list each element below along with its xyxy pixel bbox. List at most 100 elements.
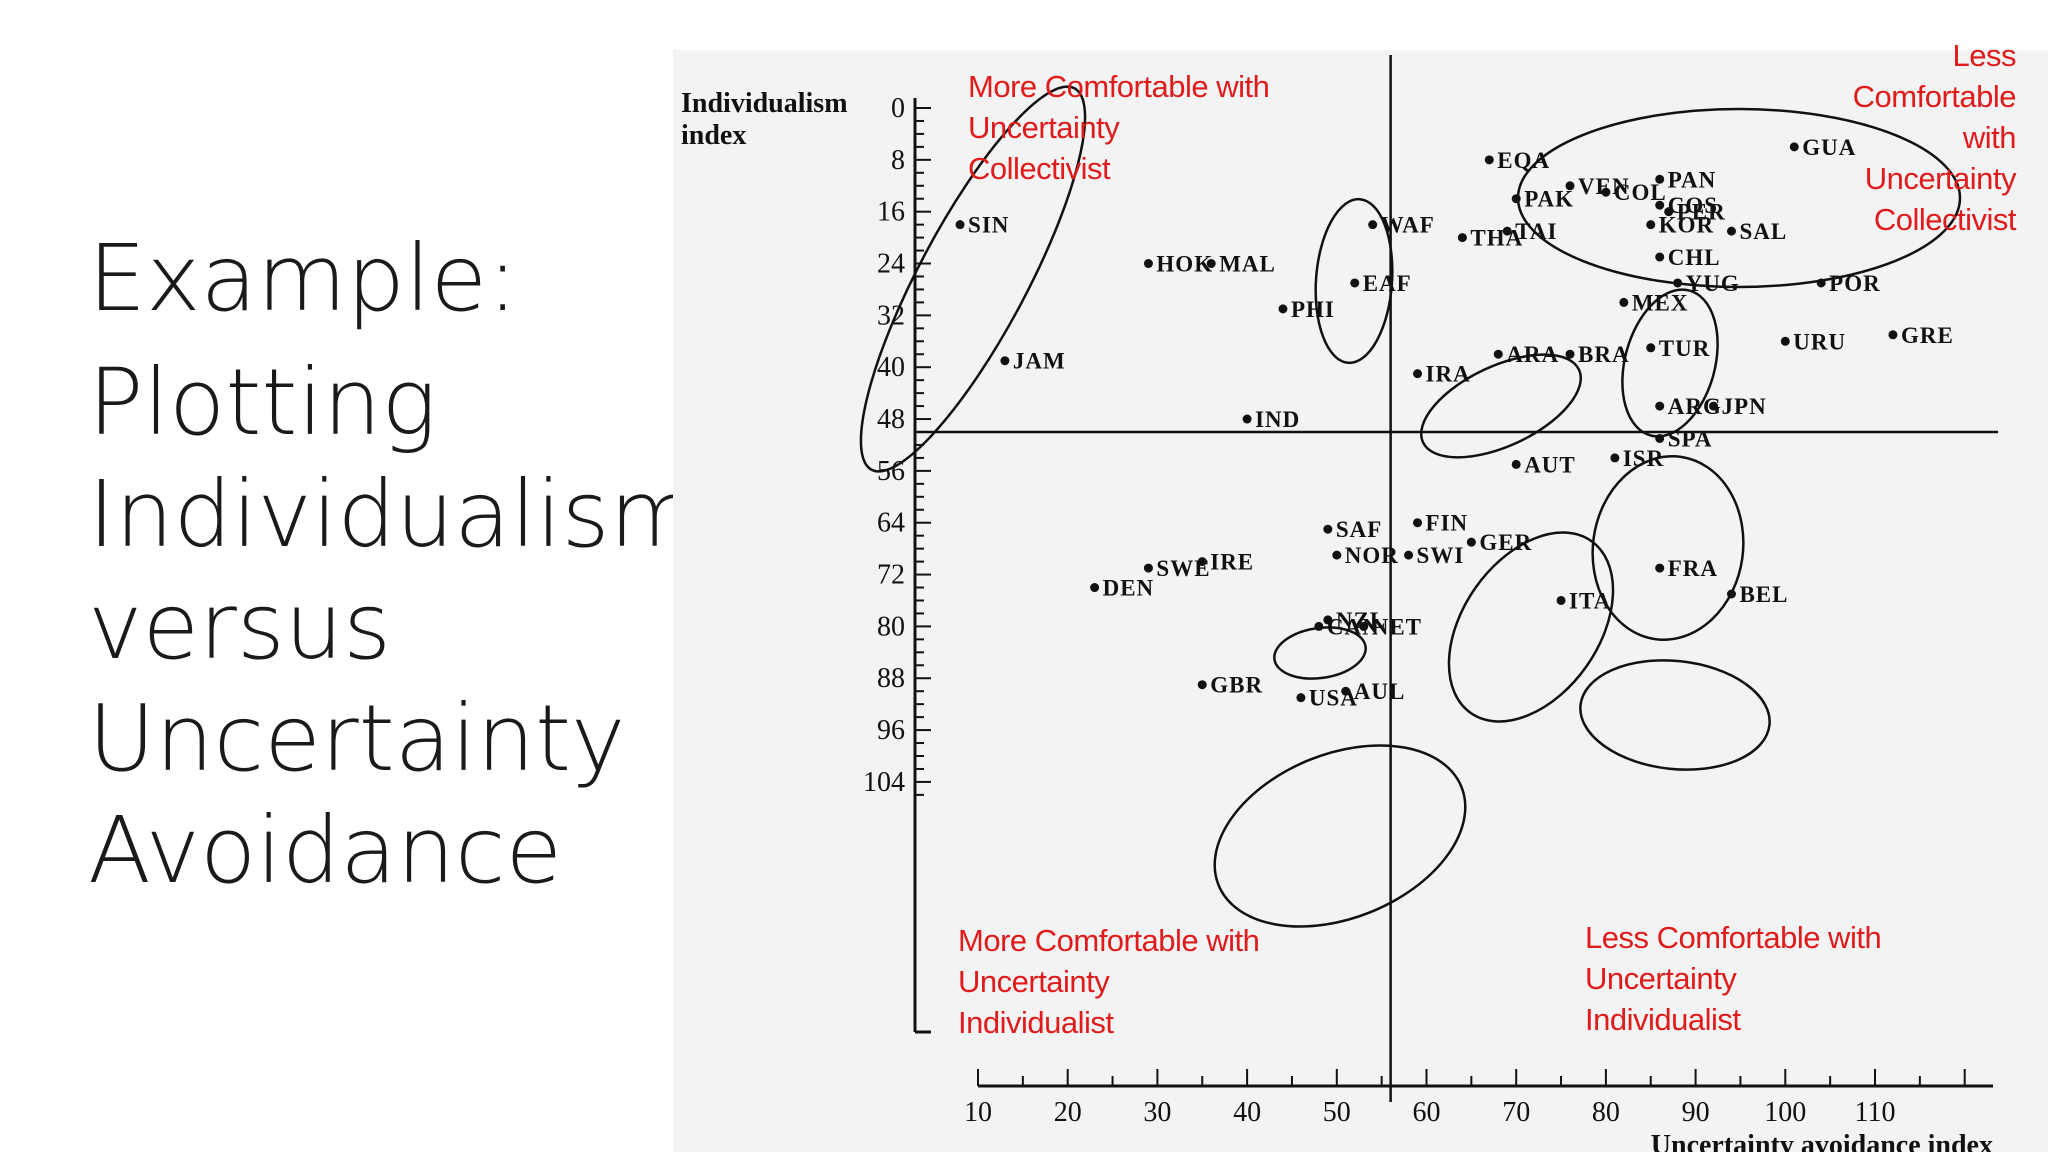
point-label-waf: WAF: [1381, 213, 1435, 238]
x-tick-label: 60: [1413, 1097, 1441, 1128]
y-tick-label: 8: [891, 145, 905, 176]
point-mex: [1619, 297, 1629, 307]
point-den: [1090, 583, 1100, 593]
point-gua: [1789, 142, 1799, 152]
point-isr: [1610, 453, 1620, 463]
y-axis-title-line-2: index: [681, 120, 746, 151]
point-yug: [1673, 278, 1683, 288]
point-label-ira: IRA: [1426, 362, 1471, 387]
point-mal: [1206, 259, 1216, 269]
y-tick-label: 24: [877, 249, 905, 280]
point-ara: [1493, 349, 1503, 359]
y-tick-label: 80: [877, 611, 905, 642]
point-label-saf: SAF: [1336, 517, 1382, 542]
point-bel: [1726, 589, 1736, 599]
point-gbr: [1197, 680, 1207, 690]
point-label-gre: GRE: [1901, 323, 1954, 348]
point-swi: [1404, 550, 1414, 560]
cluster-africa: [1314, 197, 1394, 365]
point-tha: [1457, 233, 1467, 243]
point-label-spa: SPA: [1668, 426, 1713, 451]
point-label-bel: BEL: [1739, 582, 1788, 607]
point-tai: [1502, 226, 1512, 236]
point-label-fra: FRA: [1668, 556, 1718, 581]
point-ira: [1413, 369, 1423, 379]
annotation-bottom-left: More Comfortable with Uncertainty Indivi…: [958, 923, 1260, 1040]
y-tick-label: 64: [877, 508, 905, 539]
x-tick-label: 40: [1233, 1097, 1261, 1128]
point-label-sal: SAL: [1739, 219, 1787, 244]
point-label-sin: SIN: [968, 213, 1009, 238]
point-label-tur: TUR: [1659, 336, 1711, 361]
point-label-per: PER: [1677, 200, 1726, 225]
title-rest: Plotting Individualism versus Uncertaint…: [88, 349, 700, 904]
point-label-tai: TAI: [1515, 219, 1557, 244]
point-eqa: [1484, 155, 1494, 165]
y-axis-title: Individualism: [681, 88, 848, 119]
cluster-yug-tur: [1621, 288, 1719, 438]
x-tick-label: 80: [1592, 1097, 1620, 1128]
point-label-jpn: JPN: [1722, 394, 1767, 419]
point-label-swi: SWI: [1417, 543, 1465, 568]
point-por: [1816, 278, 1826, 288]
x-tick-label: 10: [964, 1097, 992, 1128]
point-label-kor: KOR: [1659, 213, 1714, 238]
point-swe: [1143, 563, 1153, 573]
point-hok: [1143, 259, 1153, 269]
point-label-mex: MEX: [1632, 290, 1689, 315]
point-label-ita: ITA: [1569, 588, 1611, 613]
point-label-chl: CHL: [1668, 245, 1721, 270]
point-label-mal: MAL: [1219, 252, 1276, 277]
x-tick-label: 70: [1502, 1097, 1530, 1128]
point-label-den: DEN: [1103, 576, 1155, 601]
point-eaf: [1350, 278, 1360, 288]
point-sin: [955, 220, 965, 230]
point-kor: [1646, 220, 1656, 230]
point-aut: [1511, 459, 1521, 469]
point-label-phi: PHI: [1291, 297, 1335, 322]
point-jam: [1000, 356, 1010, 366]
y-tick-label: 88: [877, 663, 905, 694]
x-tick-label: 90: [1682, 1097, 1710, 1128]
point-net: [1359, 621, 1369, 631]
point-ind: [1242, 414, 1252, 424]
point-label-cos: COS: [1668, 193, 1718, 218]
slide-title: Example: Plotting Individualism versus U…: [88, 215, 700, 907]
annotation-bottom-right: Less Comfortable with Uncertainty Indivi…: [1585, 920, 1882, 1037]
point-label-por: POR: [1829, 271, 1881, 296]
point-label-tha: THA: [1470, 226, 1523, 251]
point-label-gbr: GBR: [1210, 673, 1263, 698]
y-tick-label: 16: [877, 197, 905, 228]
point-label-eqa: EQA: [1497, 148, 1550, 173]
point-saf: [1323, 524, 1333, 534]
point-label-eaf: EAF: [1363, 271, 1412, 296]
cluster-latin-europe: [1591, 455, 1745, 641]
x-tick-label: 50: [1323, 1097, 1351, 1128]
cluster-asia: [859, 85, 1087, 473]
x-tick-label: 110: [1855, 1097, 1896, 1128]
point-label-bra: BRA: [1578, 342, 1630, 367]
point-label-nzl: NZL: [1336, 608, 1386, 633]
point-label-fin: FIN: [1426, 511, 1469, 536]
point-usa: [1296, 693, 1306, 703]
x-axis-title: Uncertainty avoidance index: [1651, 1130, 1993, 1152]
point-fra: [1655, 563, 1665, 573]
point-label-aut: AUT: [1524, 452, 1576, 477]
annotation-top-left: More Comfortable with Uncertainty Collec…: [968, 69, 1270, 186]
point-nor: [1332, 550, 1342, 560]
point-ven: [1565, 181, 1575, 191]
y-tick-label: 40: [877, 352, 905, 383]
point-label-yug: YUG: [1686, 271, 1740, 296]
point-col: [1601, 187, 1611, 197]
point-gre: [1888, 330, 1898, 340]
point-label-col: COL: [1614, 180, 1667, 205]
title-line-1: Example:: [88, 225, 519, 332]
point-ire: [1197, 557, 1207, 567]
y-tick-label: 48: [877, 404, 905, 435]
point-cos: [1655, 200, 1665, 210]
y-tick-label: 0: [891, 93, 905, 124]
point-pak: [1511, 194, 1521, 204]
cluster-anglo: [1213, 744, 1467, 928]
y-tick-label: 104: [863, 767, 905, 798]
point-waf: [1368, 220, 1378, 230]
